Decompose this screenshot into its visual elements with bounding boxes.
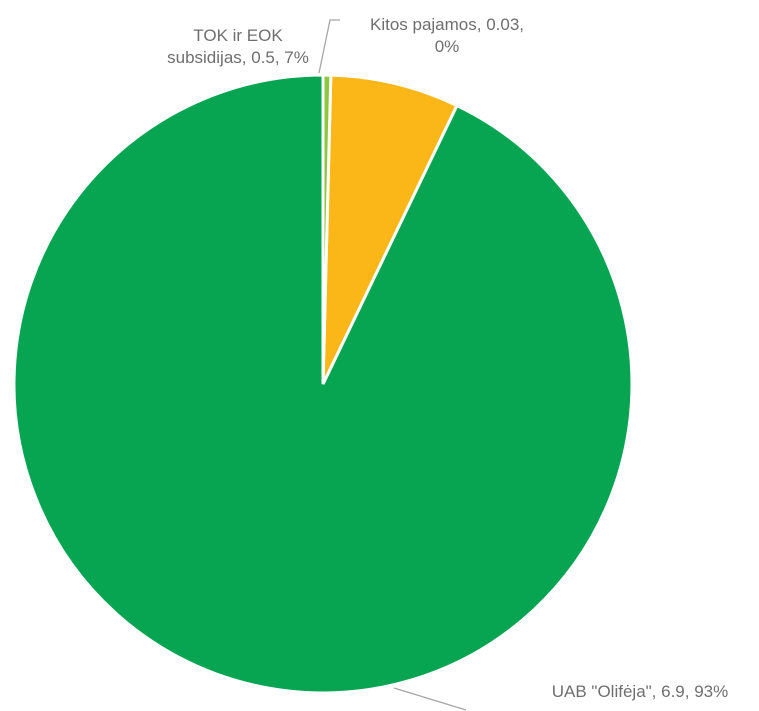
leader-lines: [318, 19, 467, 711]
data-label-3-line-1: Kitos pajamos, 0.03,: [370, 15, 524, 34]
data-label-3-line-2: 0%: [435, 37, 460, 56]
data-label-2: TOK ir EOK subsidijas, 0.5, 7%: [167, 26, 309, 67]
pie-slice-2: [321, 73, 459, 385]
data-label-2-line-1: TOK ir EOK: [193, 26, 283, 45]
data-label-1: UAB "Olifėja", 6.9, 93%: [552, 682, 728, 701]
data-label-3: Kitos pajamos, 0.03, 0%: [370, 15, 524, 56]
leader-line-1: [393, 687, 467, 711]
leader-line-3: [318, 19, 340, 74]
pie-slices: [12, 73, 634, 695]
pie-slice-3: [321, 73, 333, 385]
data-labels: UAB "Olifėja", 6.9, 93% TOK ir EOK subsidi…: [167, 15, 728, 701]
data-label-2-line-2: subsidijas, 0.5, 7%: [167, 48, 309, 67]
data-label-1-line-1: UAB "Olifėja", 6.9, 93%: [552, 682, 728, 701]
